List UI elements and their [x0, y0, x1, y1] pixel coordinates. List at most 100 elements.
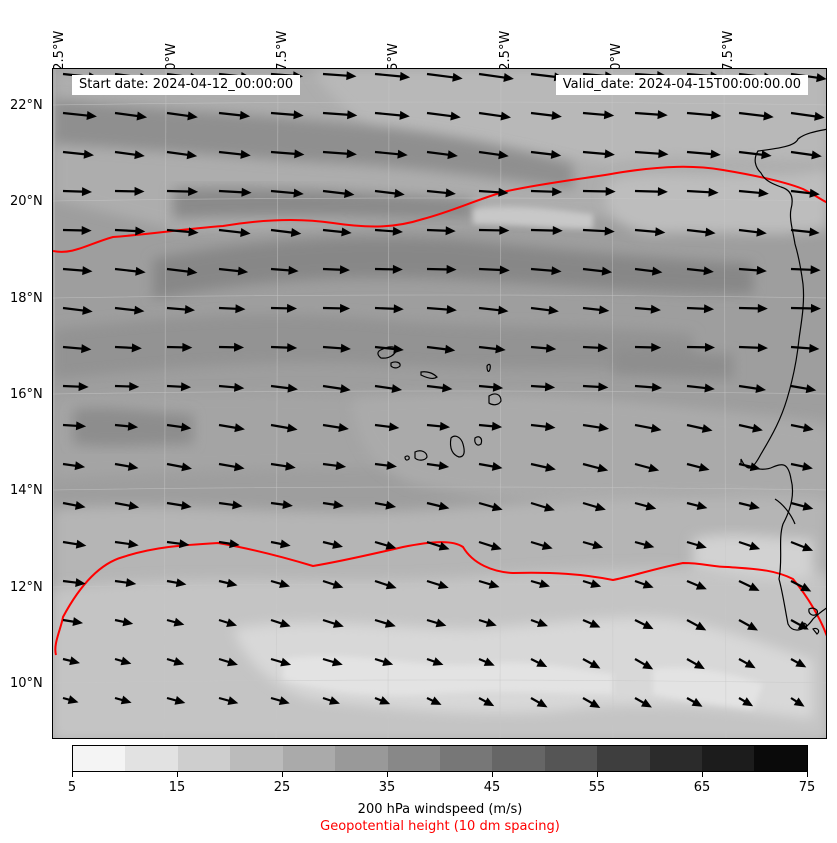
wind-vector-head — [550, 149, 562, 159]
wind-vector-shaft — [166, 111, 193, 118]
colorbar-tick — [387, 772, 388, 777]
wind-vector-head — [793, 697, 805, 707]
colorbar-segment — [177, 746, 231, 771]
wind-vector-head — [695, 581, 707, 590]
wind-vector-head — [332, 580, 344, 589]
wind-vector-head — [341, 227, 352, 237]
wind-vector-head — [240, 149, 251, 159]
wind-vector-shaft — [322, 111, 352, 117]
wind-vector-head — [188, 227, 199, 237]
wind-vector-head — [74, 461, 86, 471]
wind-vector-shaft — [114, 267, 140, 273]
wind-vector-head — [744, 659, 756, 669]
wind-vector-head — [809, 343, 820, 353]
map-panel — [52, 68, 827, 739]
colorbar-segment — [492, 746, 545, 771]
wind-vector-head — [75, 578, 86, 588]
colorbar-segment — [439, 746, 493, 771]
wind-vector-head — [545, 422, 556, 432]
wind-vector-head — [432, 657, 444, 666]
wind-vector-head — [445, 226, 456, 236]
wind-vector-head — [385, 580, 397, 590]
wind-vector-head — [797, 620, 809, 630]
wind-vector-head — [180, 382, 192, 392]
wind-vector-head — [701, 424, 713, 433]
wind-vector-head — [755, 384, 767, 394]
wind-vector-head — [499, 225, 510, 235]
wind-vector-head — [187, 267, 198, 276]
wind-vector-head — [187, 111, 198, 121]
wind-vector-head — [174, 696, 186, 705]
colorbar-tick — [702, 772, 703, 777]
wind-vector-head — [539, 579, 550, 589]
wind-vector-head — [705, 227, 716, 237]
colorbar-segment — [73, 746, 126, 771]
wind-vector-head — [651, 266, 663, 276]
valid-date-label: Valid_date: 2024-04-15T00:00:00.00 — [555, 75, 808, 95]
wind-vector-head — [642, 620, 654, 630]
wind-vector-head — [67, 695, 79, 704]
lat-label-10n: 10°N — [10, 676, 43, 691]
wind-vector-head — [134, 305, 145, 315]
wind-vector-head — [657, 110, 668, 120]
colorbar-tick — [492, 772, 493, 777]
wind-vector-head — [485, 618, 497, 627]
wind-vector-head — [544, 382, 556, 392]
wind-vector-head — [439, 421, 451, 431]
wind-vector-head — [338, 423, 349, 432]
colorbar-segment — [544, 746, 598, 771]
wind-vector-head — [82, 266, 93, 276]
wind-vector-shaft — [478, 72, 509, 80]
wind-vector-head — [186, 150, 198, 160]
wind-vector-head — [75, 539, 87, 549]
wind-vector-head — [605, 186, 616, 196]
wind-vector-head — [500, 111, 512, 121]
wind-vector-head — [490, 541, 502, 551]
wind-vector-head — [552, 226, 563, 236]
wind-vector-head — [122, 617, 134, 627]
wind-vector-head — [438, 541, 450, 551]
wind-vector-head — [498, 150, 509, 160]
wind-vector-head — [446, 264, 457, 274]
wind-vector-head — [128, 501, 140, 511]
wind-vector-head — [233, 382, 245, 392]
wind-vector-shaft — [530, 111, 557, 118]
start-date-label: Start date: 2024-04-12_00:00:00 — [72, 75, 301, 95]
wind-vector-head — [227, 696, 239, 705]
wind-vector-head — [589, 659, 601, 669]
wind-vector-head — [438, 501, 450, 511]
wind-vector-head — [603, 110, 615, 120]
colorbar-tick — [282, 772, 283, 777]
wind-vector-head — [384, 619, 396, 628]
wind-vector-head — [643, 540, 655, 549]
colorbar-tick-label: 45 — [483, 780, 501, 795]
wind-vector-head — [491, 502, 503, 512]
wind-vector-head — [442, 383, 453, 393]
wind-vector-head — [226, 578, 238, 588]
geopotential-contour-lower — [54, 541, 826, 656]
wind-vector-head — [382, 657, 394, 666]
wind-vector-shaft — [166, 228, 193, 234]
graticule — [53, 69, 826, 738]
lat-label-18n: 18°N — [10, 291, 43, 306]
wind-vector-shaft — [634, 228, 660, 234]
lat-label-22n: 22°N — [10, 98, 43, 113]
wind-vector-head — [128, 539, 139, 549]
wind-vector-shaft — [790, 150, 817, 157]
wind-vector-head — [483, 697, 495, 707]
wind-vector-shaft — [270, 150, 299, 156]
wind-vector-shaft — [166, 189, 193, 193]
wind-vector-head — [288, 265, 299, 275]
colorbar-segment — [387, 746, 440, 771]
wind-vector-head — [592, 540, 604, 550]
map-canvas — [53, 69, 826, 738]
wind-vector-head — [386, 460, 397, 470]
wind-vector-head — [182, 342, 193, 352]
wind-vector-head — [492, 382, 504, 392]
colorbar-segment — [125, 746, 178, 771]
wind-vector-head — [491, 461, 503, 471]
island-sao-nicolau — [420, 371, 438, 380]
wind-vector-head — [331, 657, 343, 667]
wind-vector-head — [641, 698, 652, 708]
wind-vector-head — [75, 421, 87, 431]
